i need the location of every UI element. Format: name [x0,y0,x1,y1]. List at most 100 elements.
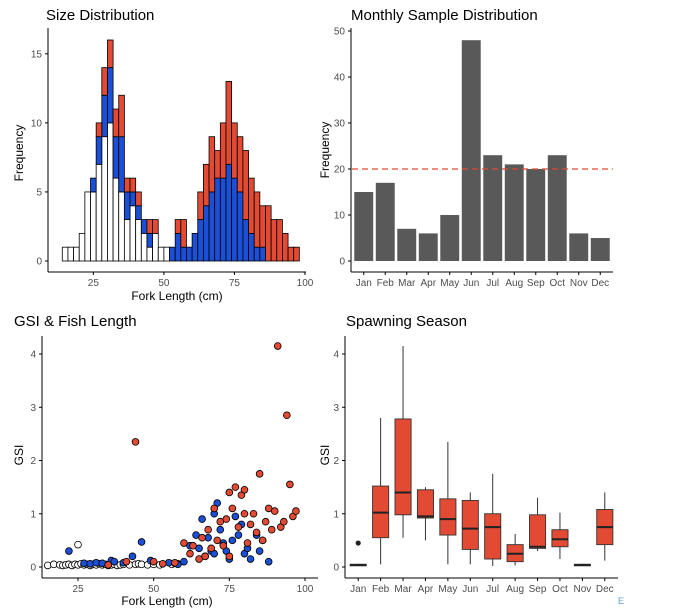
outlier-point [355,540,361,546]
corner-mark: E [617,596,624,606]
scatter-point [231,483,240,491]
y-tick-label: 0 [339,257,345,268]
histogram-bar [101,94,108,138]
x-tick-label: 100 [297,584,314,595]
scatter-point [261,517,270,526]
histogram-bar [248,232,255,262]
x-tick-label: 75 [229,278,241,289]
bar [440,215,460,261]
box [529,514,547,549]
histogram-bar [242,150,249,220]
histogram-bar [129,205,137,262]
histogram-bar [236,136,244,193]
scatter-point [158,560,167,568]
scatter-point [255,470,264,478]
scatter-point [286,480,294,489]
bar [547,155,567,261]
y-tick-label: 1 [333,509,339,520]
y-tick-label: 10 [31,118,43,129]
box [484,513,502,560]
scatter-point [234,523,243,531]
x-tick-label: Mar [398,278,416,289]
histogram-bar [202,205,210,262]
x-tick-label: Feb [377,278,395,289]
histogram-bar [248,177,255,234]
x-tick-label: Jun [463,278,479,289]
histogram-bar [174,232,182,262]
plot-area: 0 10 20 30 40 50 Jan Feb Mar Apr May Jun Jul Aug Sep Oc… [334,27,613,289]
bar [590,238,610,261]
x-tick-label: Jun [462,584,478,595]
scatter-point [267,525,276,534]
box [394,418,412,516]
histogram-bar [112,108,120,138]
scatter-point [201,552,209,561]
scatter-point [219,541,228,550]
histogram-bar [191,232,199,262]
y-tick-label: 15 [31,49,43,60]
scatter-point [270,507,279,515]
scatter-point [210,504,219,513]
histogram-bar [140,232,148,262]
y-tick-label: 4 [333,350,339,361]
panel-gsi-fish-length: GSI & Fish Length Fork Length (cm) GSI 0… [12,313,318,608]
scatter-point [128,552,137,561]
scatter-point [149,557,158,566]
panel-spawning-season: Spawning Season GSI 0 1 2 3 4 Jan Feb Mar Apr May… [318,313,618,595]
x-tick-label: Jul [486,278,499,289]
scatter-point [264,557,273,566]
histogram-bar [146,232,153,248]
scatter-point [137,538,146,546]
histogram-bar [157,246,165,262]
histogram-bar [90,177,97,193]
scatter-point [273,342,282,350]
scatter-point [228,536,237,545]
box [439,498,457,536]
scatter-point [104,561,113,569]
y-tick-label: 0 [30,563,36,574]
panel-monthly-sample-distribution: Monthly Sample Distribution Frequency 0 1… [318,7,613,289]
histogram-bar [253,246,261,262]
x-tick-label: Nov [570,278,588,289]
box [551,529,569,548]
x-tick-label: Nov [573,584,591,595]
x-tick-label: Apr [418,584,434,595]
chart-title: Monthly Sample Distribution [351,7,538,24]
scatter-point [240,485,249,494]
histogram-bar [107,39,114,69]
x-tick-label: 25 [72,584,84,595]
histogram-bar [107,122,114,262]
scatter-point [222,515,231,523]
histogram-bar [101,136,108,262]
box [461,499,479,550]
y-axis-label: Frequency [12,125,26,182]
histogram-bar [236,191,244,262]
bar [354,192,374,261]
histogram-bar [287,246,295,262]
histogram-bar [282,232,289,262]
scatter-point [225,488,234,497]
scatter-point [280,517,288,526]
histogram-bar [163,246,170,262]
histogram-bar [253,191,261,248]
histogram-bar [95,122,103,138]
scatter-point [180,539,188,547]
plot-area: 0 1 2 3 4 25 50 75 100 [30,336,318,595]
bar [375,182,395,261]
x-tick-label: Apr [420,278,436,289]
histogram-bar [174,219,182,234]
scatter-point [65,547,73,555]
scatter-point [258,536,267,545]
y-tick-label: 2 [333,456,339,467]
scatter-point [213,536,222,545]
x-tick-label: Dec [591,278,609,289]
y-tick-label: 0 [333,563,339,574]
bar [418,233,438,261]
scatter-point [216,525,225,534]
x-tick-label: 50 [158,278,170,289]
scatter-point [198,533,206,542]
plot-area: 0 5 10 15 25 50 75 100 [31,28,314,289]
histogram-bar [73,246,80,262]
histogram-bar [140,219,148,234]
scatter-point [86,560,94,568]
